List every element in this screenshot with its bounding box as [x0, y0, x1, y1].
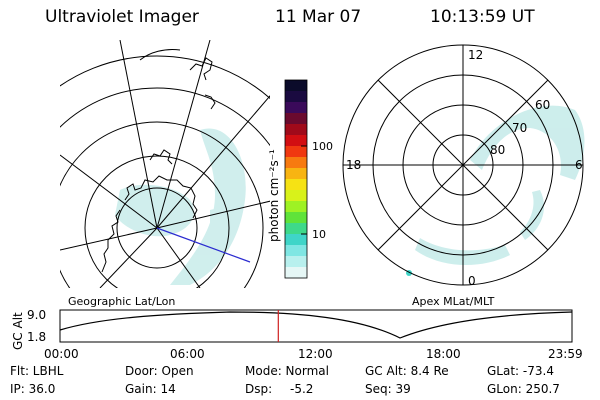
info-dsp-value: -5.2 [290, 382, 314, 396]
colorbar-segment [285, 168, 307, 180]
mlt-lat-60: 60 [535, 98, 550, 112]
info-glat: GLat: -73.4 [487, 364, 554, 378]
timeline-xtick-1800: 18:00 [426, 347, 461, 361]
colorbar-segment [285, 102, 307, 114]
info-filter: Flt: LBHL [10, 364, 64, 378]
geo-direction-line [156, 227, 251, 263]
timeline-xtick-1200: 12:00 [298, 347, 333, 361]
gc-alt-curve [59, 311, 573, 339]
colorbar-segment [285, 124, 307, 136]
geo-coastline [101, 49, 216, 273]
colorbar-segment [285, 212, 307, 224]
info-mode: Mode: Normal [245, 364, 329, 378]
geo-latitude-circles [60, 55, 270, 288]
time-label: 10:13:59 UT [430, 7, 535, 27]
mlt-lat-80: 80 [490, 143, 505, 157]
colorbar-segment [285, 179, 307, 191]
colorbar-segment [285, 190, 307, 202]
timeline-xtick-2359: 23:59 [548, 347, 583, 361]
timeline-ytick-high: 9.0 [27, 308, 46, 322]
timeline-frame [59, 309, 573, 343]
mlt-lat-70: 70 [512, 121, 527, 135]
colorbar-segment [285, 201, 307, 213]
colorbar-segment [285, 256, 307, 268]
mlt-label-18: 18 [346, 158, 361, 172]
colorbar-segment [285, 223, 307, 235]
colorbar-segment [285, 267, 307, 279]
colorbar-segment [285, 91, 307, 103]
mlt-label-6: 6 [575, 158, 583, 172]
colorbar-segment [285, 245, 307, 257]
colorbar-segment [285, 113, 307, 125]
colorbar-segment [285, 146, 307, 158]
timeline-xtick-0600: 06:00 [170, 347, 205, 361]
info-door: Door: Open [125, 364, 194, 378]
colorbar-segment [285, 80, 307, 92]
mlt-label-12: 12 [468, 48, 483, 62]
info-ip: IP: 36.0 [10, 382, 56, 396]
geo-longitude-lines [60, 40, 270, 288]
mlt-meridian-lines [343, 45, 583, 285]
colorbar-segment [285, 234, 307, 246]
colorbar-tick-100: 100 [312, 140, 333, 153]
colorbar-gradient [285, 80, 307, 279]
info-gc-alt: GC Alt: 8.4 Re [365, 364, 449, 378]
date-label: 11 Mar 07 [275, 7, 362, 27]
colorbar-ticks [301, 145, 307, 235]
instrument-title: Ultraviolet Imager [45, 7, 199, 27]
mlt-panel-label: Apex MLat/MLT [412, 295, 495, 308]
colorbar-segment [285, 135, 307, 147]
info-dsp-label: Dsp: [245, 382, 273, 396]
info-gain: Gain: 14 [125, 382, 176, 396]
geo-panel-label: Geographic Lat/Lon [68, 295, 175, 308]
info-glon: GLon: 250.7 [487, 382, 560, 396]
colorbar-tick-10: 10 [312, 228, 326, 241]
timeline-ytick-low: 1.8 [27, 330, 46, 344]
info-seq: Seq: 39 [365, 382, 411, 396]
colorbar-unit-label: photon cm⁻²s⁻¹ [267, 149, 281, 242]
colorbar-segment [285, 157, 307, 169]
mlt-label-0: 0 [468, 274, 476, 288]
timeline-xtick-0000: 00:00 [44, 347, 79, 361]
timeline-ylabel: GC Alt [11, 312, 25, 350]
